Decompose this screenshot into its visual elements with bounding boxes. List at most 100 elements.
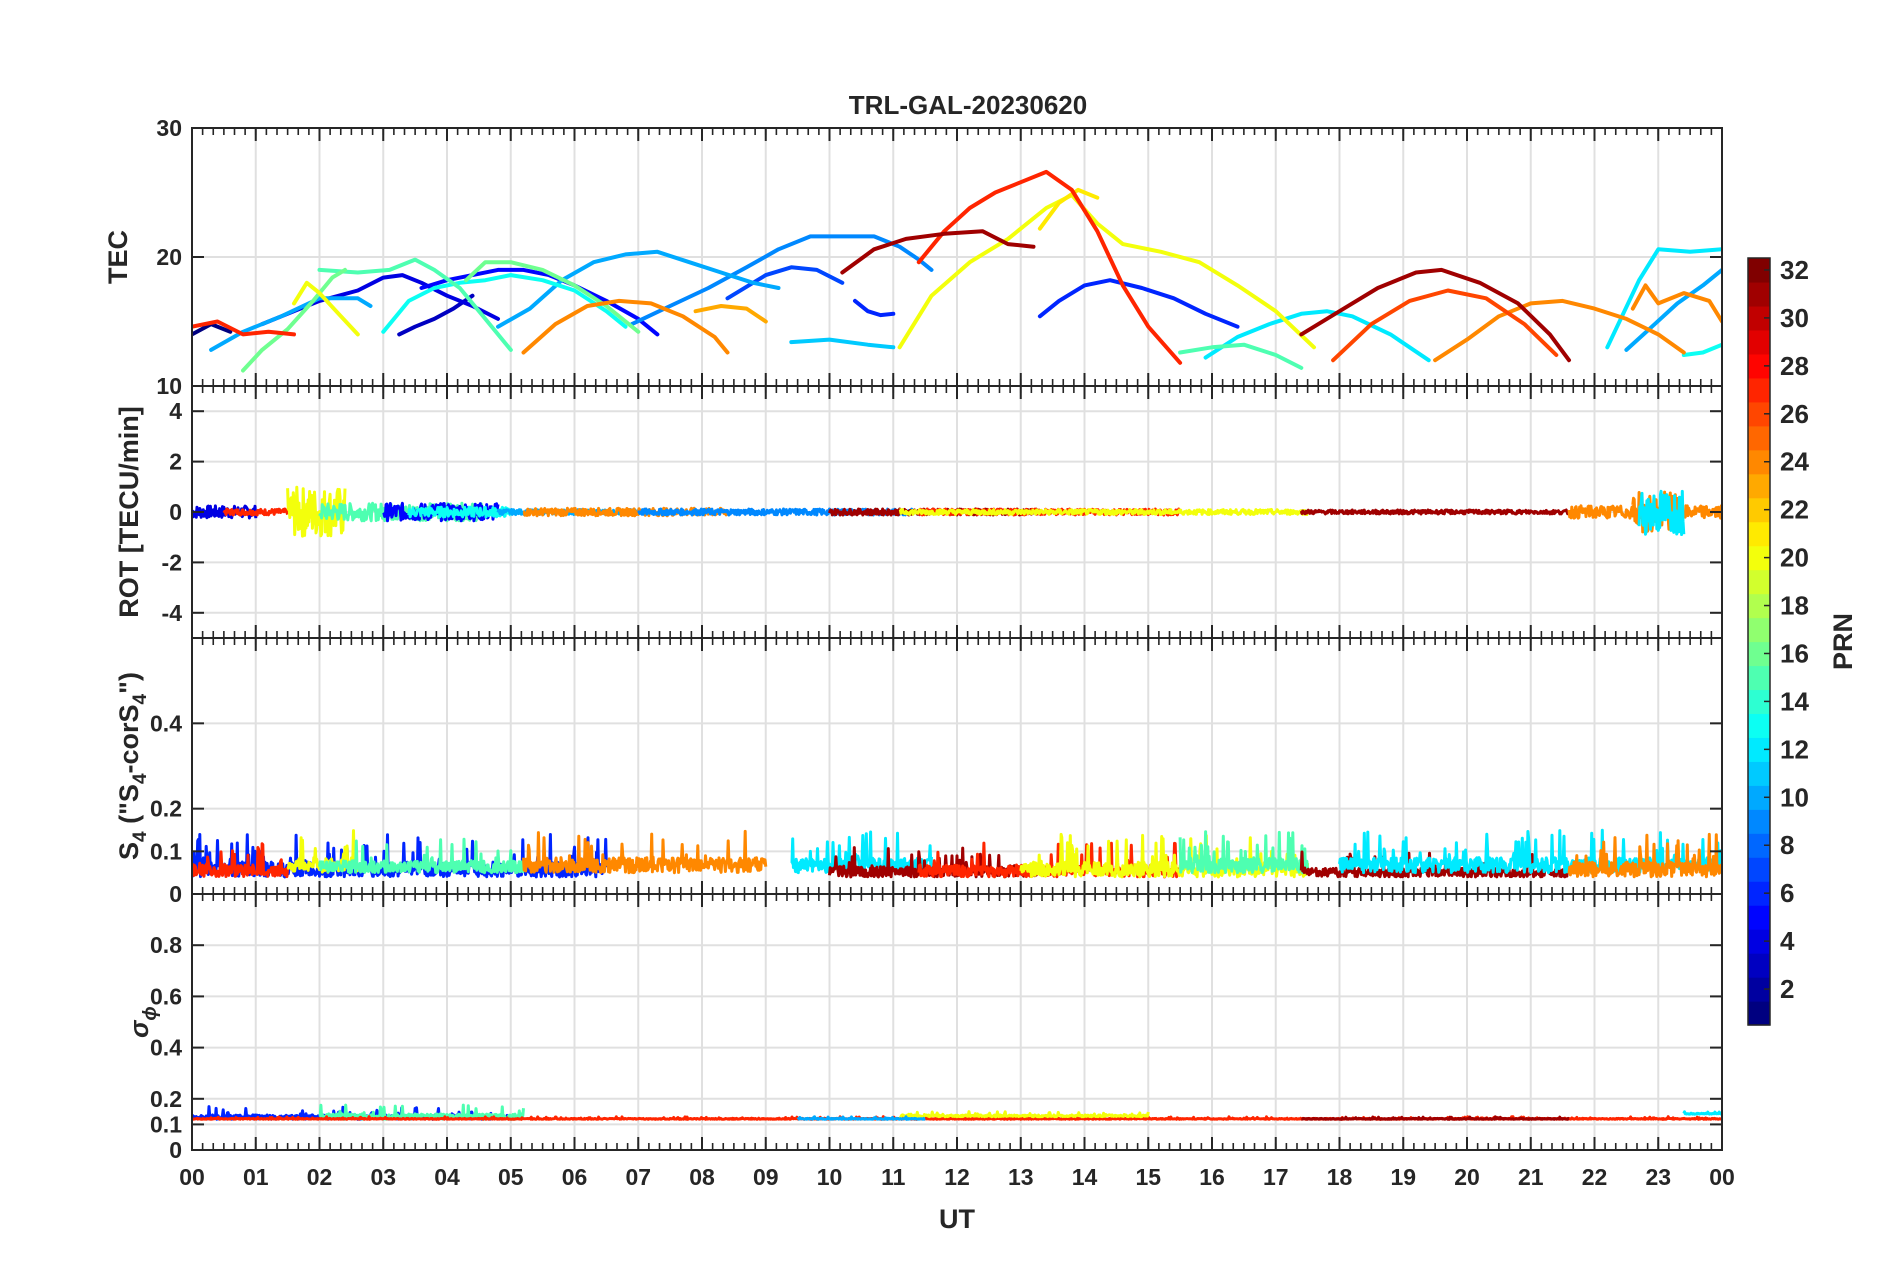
- tec-line-prn-31: [1299, 267, 1571, 363]
- panel-ROT: -4 -2 0 2 4 ROT [TECU/min]: [114, 385, 1723, 639]
- colorbar-label: PRN: [1828, 613, 1858, 670]
- panel-data: [192, 485, 1722, 538]
- y-tick-label: -2: [162, 549, 182, 575]
- tec-line-prn-5: [419, 267, 660, 337]
- colorbar-bin: [1748, 305, 1770, 331]
- x-tick-label: 08: [689, 1164, 715, 1190]
- x-tick-label: 19: [1390, 1164, 1416, 1190]
- colorbar-bin: [1748, 977, 1770, 1002]
- colorbar-bin: [1748, 329, 1770, 355]
- colorbar-bin: [1748, 665, 1770, 691]
- trace-prn-12: [1682, 1110, 1722, 1116]
- tec-line-prn-10: [209, 296, 373, 352]
- colorbar-bin: [1748, 545, 1770, 571]
- trace-prn-15: [1178, 830, 1310, 875]
- colorbar-bin: [1748, 593, 1770, 619]
- x-tick-label: 00: [1709, 1164, 1735, 1190]
- colorbar-tick-label: 30: [1780, 303, 1809, 333]
- tec-line-prn-10: [496, 249, 781, 329]
- y-tick-label: 0.1: [150, 1111, 182, 1137]
- trace-prn-20: [898, 1110, 1150, 1119]
- colorbar-bin: [1748, 953, 1770, 978]
- trace-prn-12: [1637, 489, 1686, 536]
- y-tick-label: 0.6: [150, 983, 182, 1009]
- y-axis-label: S4 ("S4-corS4"): [114, 672, 151, 860]
- tec-line-prn-9: [629, 234, 934, 327]
- tec-line-prn-7: [725, 265, 845, 301]
- x-tick-label: 14: [1072, 1164, 1098, 1190]
- trace-prn-27: [192, 842, 290, 879]
- x-tick-label: 21: [1518, 1164, 1544, 1190]
- colorbar-tick-label: 4: [1780, 926, 1795, 956]
- tec-line-prn-10: [1624, 267, 1722, 352]
- tec-line-prn-24: [521, 298, 730, 355]
- colorbar-bin: [1748, 617, 1770, 643]
- tec-line-prn-11: [789, 337, 896, 350]
- x-tick-label: 20: [1454, 1164, 1480, 1190]
- colorbar-bin: [1748, 713, 1770, 738]
- colorbar-tick-label: 20: [1780, 543, 1809, 573]
- x-tick-label: 04: [434, 1164, 460, 1190]
- y-axis-label: TEC: [103, 230, 133, 284]
- colorbar-bin: [1748, 281, 1770, 307]
- tec-line-prn-27: [192, 319, 296, 337]
- colorbar-bin: [1748, 569, 1770, 595]
- colorbar-bin: [1748, 521, 1770, 547]
- tec-line-prn-24: [1433, 298, 1686, 363]
- x-tick-label: 23: [1645, 1164, 1671, 1190]
- tec-line-prn-16: [464, 260, 641, 334]
- tec-line-prn-13: [381, 273, 628, 334]
- colorbar-bin: [1748, 689, 1770, 715]
- y-tick-label: 0.2: [150, 796, 182, 822]
- colorbar-bin: [1748, 881, 1770, 906]
- y-axis-label: σϕ: [124, 1006, 161, 1038]
- panel-TEC: 10 20 30 TEC: [103, 115, 1723, 399]
- x-tick-label: 09: [753, 1164, 779, 1190]
- colorbar-bin: [1748, 641, 1770, 667]
- trace-prn-31: [1300, 1115, 1570, 1121]
- x-tick-label: 05: [498, 1164, 524, 1190]
- y-tick-label: 0.8: [150, 932, 182, 958]
- colorbar-bin: [1748, 857, 1770, 882]
- colorbar-frame: [1747, 257, 1771, 1026]
- tec-line-prn-15: [1178, 342, 1304, 370]
- colorbar-tick-label: 8: [1780, 830, 1794, 860]
- y-tick-label: 0.4: [150, 1035, 182, 1061]
- colorbar-tick-label: 2: [1780, 974, 1794, 1004]
- colorbar-bin: [1748, 833, 1770, 858]
- y-axis-label: ROT [TECU/min]: [114, 406, 144, 617]
- trace-prn-13: [407, 505, 512, 519]
- x-tick-label: 13: [1008, 1164, 1034, 1190]
- tec-line-prn-27: [916, 169, 1183, 365]
- colorbar-tick-label: 22: [1780, 495, 1809, 525]
- tec-line-prn-16: [241, 267, 347, 373]
- tec-line-prn-24: [1630, 283, 1722, 324]
- x-tick-label: 18: [1327, 1164, 1353, 1190]
- y-tick-label: 0: [169, 1137, 182, 1163]
- colorbar-tick-label: 18: [1780, 591, 1809, 621]
- colorbar-bin: [1748, 258, 1770, 283]
- trace-prn-15: [318, 837, 525, 875]
- y-tick-label: 0: [169, 499, 182, 525]
- panel-data: [192, 1103, 1722, 1121]
- colorbar-tick-label: 10: [1780, 782, 1809, 812]
- colorbar-bin: [1748, 737, 1770, 762]
- colorbar-bin: [1748, 761, 1770, 786]
- colorbar-bin: [1748, 929, 1770, 954]
- panel-data: [192, 169, 1722, 373]
- x-tick-label: 03: [370, 1164, 396, 1190]
- tec-line-prn-31: [840, 229, 1036, 275]
- colorbar-tick-label: 14: [1780, 686, 1809, 716]
- trace-prn-10: [796, 1115, 926, 1121]
- y-tick-label: 0: [169, 881, 182, 907]
- tec-line-prn-12: [1203, 309, 1431, 363]
- trace-prn-24: [522, 829, 768, 875]
- colorbar-bin: [1748, 425, 1770, 451]
- tec-line-prn-15: [317, 257, 513, 352]
- y-tick-label: 0.2: [150, 1086, 182, 1112]
- trace-prn-20: [898, 508, 1310, 516]
- trace-prn-27: [222, 507, 290, 517]
